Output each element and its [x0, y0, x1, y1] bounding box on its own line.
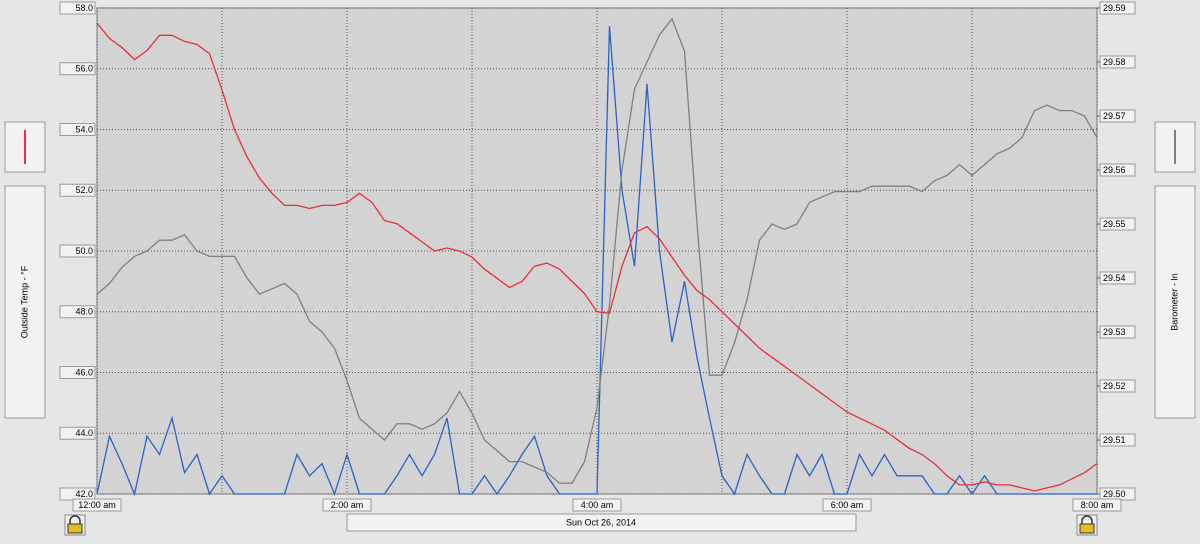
- date-box: [346, 513, 857, 532]
- lock-icon[interactable]: [1076, 514, 1098, 536]
- y2-tick-label: 29.51: [1103, 435, 1126, 445]
- y2-tick-box: [1099, 325, 1136, 339]
- y-tick-label: 56.0: [75, 64, 93, 74]
- y2-tick-label: 29.52: [1103, 381, 1126, 391]
- x-tick-box: [322, 498, 372, 512]
- y2-tick-box: [1099, 433, 1136, 447]
- y-tick-box: [59, 426, 96, 440]
- y2-tick-box: [1099, 217, 1136, 231]
- y2-tick-label: 29.59: [1103, 3, 1126, 13]
- legend-label: Barometer - In: [1169, 273, 1179, 331]
- y-tick-box: [59, 366, 96, 379]
- x-tick-box: [572, 498, 622, 512]
- y-tick-box: [59, 183, 96, 197]
- y-tick-label: 44.0: [75, 428, 93, 438]
- legend-label: Outside Temp - °F: [19, 265, 29, 338]
- date-label: Sun Oct 26, 2014: [566, 517, 636, 527]
- legend-label-box: [1154, 185, 1196, 419]
- y-tick-box: [59, 62, 96, 76]
- y2-tick-label: 29.55: [1103, 219, 1126, 229]
- series-line: [96, 22, 1098, 492]
- x-tick-label: 4:00 am: [581, 500, 614, 510]
- y2-tick-label: 29.54: [1103, 273, 1126, 283]
- legend-label-box: [4, 185, 46, 419]
- y-tick-label: 50.0: [75, 246, 93, 256]
- y2-tick-box: [1099, 163, 1136, 177]
- y-tick-box: [59, 123, 96, 136]
- y-tick-box: [59, 305, 96, 319]
- x-tick-box: [822, 498, 872, 512]
- y2-tick-label: 29.50: [1103, 489, 1126, 499]
- y-tick-label: 42.0: [75, 489, 93, 499]
- y-tick-label: 46.0: [75, 367, 93, 377]
- x-tick-label: 6:00 am: [831, 500, 864, 510]
- y2-tick-label: 29.57: [1103, 111, 1126, 121]
- y2-tick-box: [1099, 109, 1136, 123]
- x-tick-label: 12:00 am: [78, 500, 116, 510]
- y2-tick-box: [1099, 271, 1136, 285]
- y-tick-label: 48.0: [75, 307, 93, 317]
- lock-icon[interactable]: [64, 514, 86, 536]
- y-tick-box: [59, 244, 96, 258]
- y-tick-label: 58.0: [75, 3, 93, 13]
- series-line: [96, 17, 1098, 484]
- y2-tick-label: 29.53: [1103, 327, 1126, 337]
- x-tick-label: 2:00 am: [331, 500, 364, 510]
- series-line: [96, 26, 1097, 497]
- y2-tick-label: 29.56: [1103, 165, 1126, 175]
- y2-tick-box: [1099, 379, 1136, 393]
- x-tick-box: [1072, 498, 1122, 512]
- y2-tick-label: 29.58: [1103, 57, 1126, 67]
- x-tick-label: 8:00 am: [1081, 500, 1114, 510]
- y-tick-label: 54.0: [75, 124, 93, 134]
- y-tick-label: 52.0: [75, 185, 93, 195]
- y2-tick-box: [1099, 1, 1136, 15]
- x-tick-box: [72, 498, 122, 512]
- y-tick-box: [59, 1, 96, 15]
- y2-tick-box: [1099, 55, 1136, 69]
